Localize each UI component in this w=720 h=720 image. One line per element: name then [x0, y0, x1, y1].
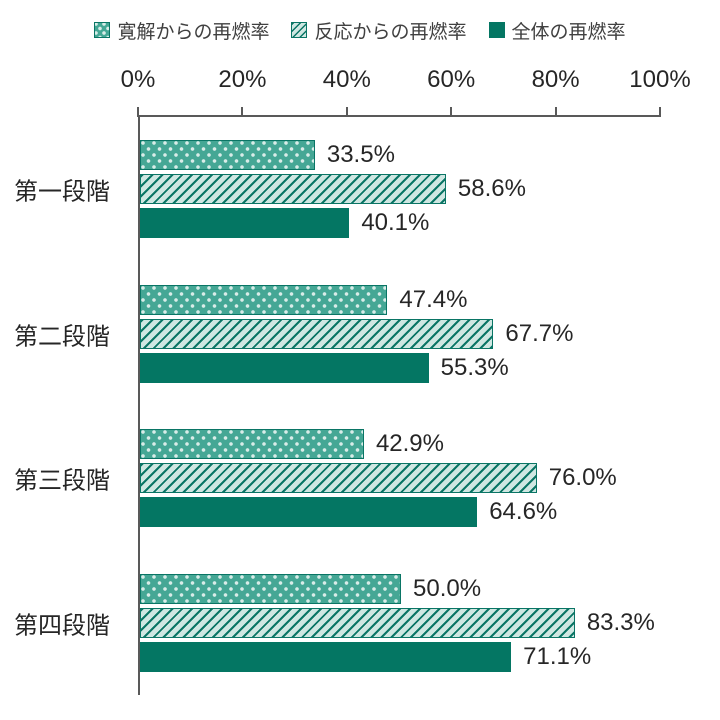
- bar-row: 67.7%: [140, 318, 662, 349]
- bar-dots: [140, 284, 388, 315]
- x-tick-label: 80%: [531, 66, 580, 93]
- bar-stripes: [140, 174, 446, 205]
- value-label: 71.1%: [523, 642, 592, 670]
- value-label: 83.3%: [586, 608, 655, 636]
- bar-solid: [140, 352, 429, 383]
- legend: 寛解からの再燃率 反応からの再燃率 全体の再燃率: [0, 17, 720, 44]
- x-tick-mark: [345, 107, 348, 117]
- value-label: 55.3%: [440, 353, 509, 381]
- legend-swatch-stripes: [291, 22, 308, 38]
- bar-row: 64.6%: [140, 497, 662, 528]
- category-group: 第二段階 47.4% 67.7% 55.3%: [14, 262, 662, 407]
- bar-dots: [140, 573, 401, 604]
- bar-row: 40.1%: [140, 208, 662, 239]
- bar-row: 47.4%: [140, 284, 662, 315]
- legend-swatch-solid: [488, 22, 505, 38]
- bar-row: 83.3%: [140, 607, 662, 638]
- x-tick-mark: [137, 107, 139, 117]
- bar-row: 58.6%: [140, 174, 662, 205]
- plot-area: 第一段階 33.5% 58.6% 40.1% 第二段階 47.4% 67.7% 55.3% 第三…: [14, 117, 662, 696]
- category-label: 第三段階: [14, 467, 110, 495]
- value-label: 47.4%: [399, 285, 468, 313]
- legend-item-response: 反応からの再燃率: [291, 17, 467, 44]
- x-tick-label: 40%: [322, 66, 371, 93]
- bar-stripes: [140, 607, 575, 638]
- x-tick-label: 20%: [218, 66, 267, 93]
- value-label: 42.9%: [375, 430, 444, 458]
- legend-label: 寛解からの再燃率: [117, 21, 270, 43]
- x-tick-mark: [554, 107, 557, 117]
- x-tick-label: 60%: [427, 66, 476, 93]
- x-tick-mark: [450, 107, 453, 117]
- value-label: 58.6%: [457, 175, 526, 203]
- bar-row: 76.0%: [140, 463, 662, 494]
- x-tick-label: 100%: [629, 66, 691, 93]
- legend-label: 全体の再燃率: [511, 21, 626, 43]
- bar-stripes: [140, 318, 494, 349]
- legend-label: 反応からの再燃率: [314, 21, 467, 43]
- legend-item-overall: 全体の再燃率: [488, 17, 626, 44]
- legend-swatch-dots: [94, 22, 111, 38]
- category-group: 第四段階 50.0% 83.3% 71.1%: [14, 551, 662, 696]
- category-group: 第三段階 42.9% 76.0% 64.6%: [14, 406, 662, 551]
- bar-solid: [140, 641, 512, 672]
- legend-item-remission: 寛解からの再燃率: [94, 17, 269, 44]
- value-label: 50.0%: [413, 574, 482, 602]
- x-tick-mark: [241, 107, 244, 117]
- bar-row: 71.1%: [140, 641, 662, 672]
- bar-row: 55.3%: [140, 352, 662, 383]
- value-label: 40.1%: [361, 209, 430, 237]
- x-tick-label: 0%: [120, 66, 156, 93]
- bar-dots: [140, 140, 315, 171]
- bar-row: 42.9%: [140, 429, 662, 460]
- value-label: 67.7%: [505, 319, 574, 347]
- category-group: 第一段階 33.5% 58.6% 40.1%: [14, 117, 662, 262]
- bar-dots: [140, 429, 364, 460]
- bar-stripes: [140, 463, 537, 494]
- bar-solid: [140, 497, 478, 528]
- category-label: 第二段階: [14, 323, 110, 351]
- value-label: 64.6%: [489, 498, 558, 526]
- x-axis: [137, 107, 661, 117]
- x-tick-mark: [659, 107, 661, 117]
- bar-solid: [140, 208, 350, 239]
- x-axis-labels: 0% 20% 40% 60% 80% 100%: [121, 66, 691, 96]
- value-label: 33.5%: [326, 141, 395, 169]
- category-label: 第一段階: [14, 178, 110, 206]
- value-label: 76.0%: [548, 464, 617, 492]
- bar-row: 50.0%: [140, 573, 662, 604]
- category-label: 第四段階: [14, 612, 110, 640]
- bar-row: 33.5%: [140, 140, 662, 171]
